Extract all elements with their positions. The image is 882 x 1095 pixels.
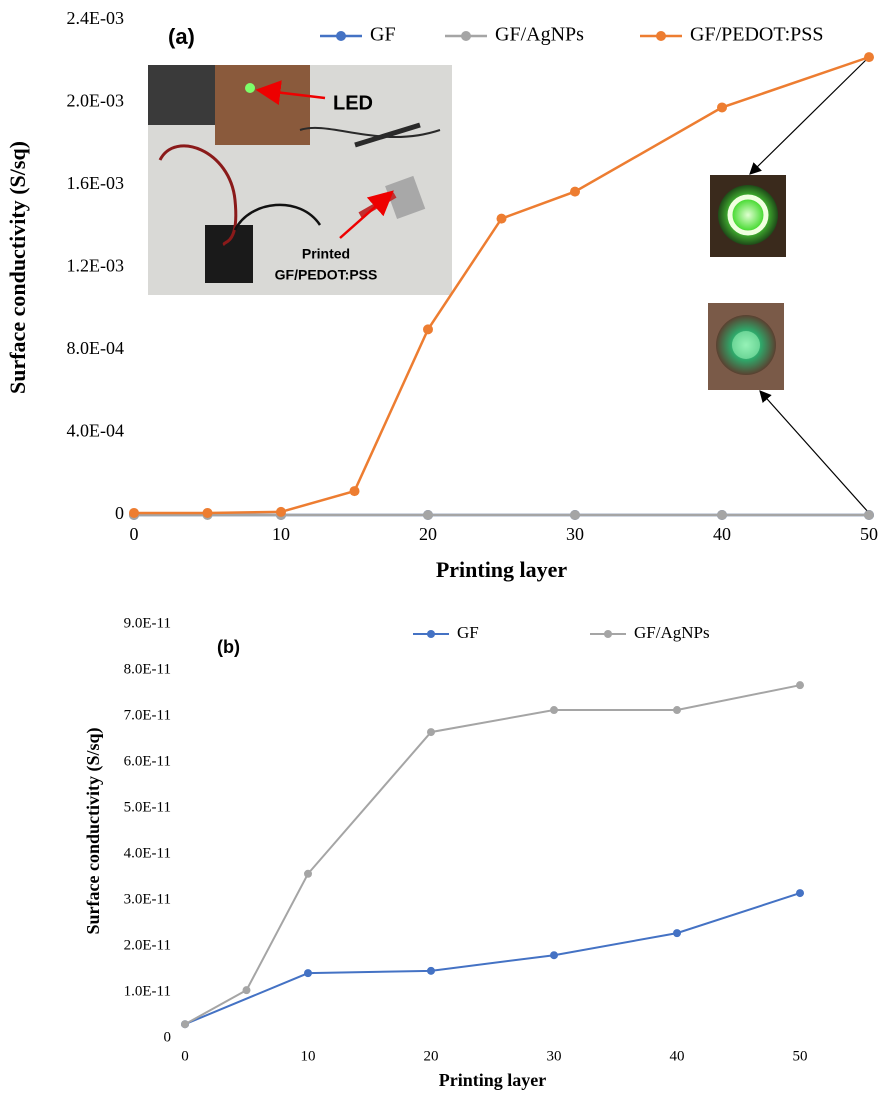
data-point <box>570 186 580 197</box>
series-line <box>184 684 801 1026</box>
x-tick-label: 30 <box>547 1048 562 1064</box>
y-tick-label: 8.0E-11 <box>124 661 171 677</box>
arrow <box>759 390 870 514</box>
data-point <box>427 966 435 975</box>
x-tick-label: 50 <box>793 1048 808 1064</box>
data-point <box>864 510 874 520</box>
data-point <box>717 102 727 113</box>
legend-label: GF/AgNPs <box>495 24 584 46</box>
x-tick-label: 0 <box>181 1048 189 1064</box>
legend-label: GF <box>457 623 479 642</box>
x-tick-label: 40 <box>670 1048 685 1064</box>
legend-label: GF/AgNPs <box>634 623 710 642</box>
data-point <box>570 510 580 520</box>
panel-label: (a) <box>168 24 195 49</box>
y-tick-label: 7.0E-11 <box>124 707 171 723</box>
data-point <box>276 506 286 517</box>
led-photo-on <box>710 175 786 257</box>
y-tick-label: 2.0E-03 <box>67 91 125 111</box>
data-point <box>202 507 213 518</box>
data-point <box>427 728 435 737</box>
x-tick-label: 10 <box>301 1048 316 1064</box>
inset-photo <box>148 65 452 295</box>
data-point <box>673 706 681 715</box>
legend-marker <box>461 31 471 41</box>
data-point <box>349 486 360 497</box>
data-point <box>796 681 804 690</box>
x-tick-label: 20 <box>424 1048 439 1064</box>
legend-marker <box>656 31 666 41</box>
legend-marker <box>336 31 346 41</box>
data-point <box>550 951 558 960</box>
x-tick-label: 0 <box>130 524 139 544</box>
x-tick-label: 10 <box>272 524 290 544</box>
led-photo-dim <box>708 303 784 390</box>
x-tick-label: 50 <box>860 524 878 544</box>
data-point <box>129 507 139 518</box>
data-point <box>181 1020 189 1029</box>
y-tick-label: 1.2E-03 <box>67 256 125 276</box>
data-point <box>423 510 433 520</box>
data-point <box>423 324 433 335</box>
y-tick-label: 5.0E-11 <box>124 799 171 815</box>
y-tick-label: 6.0E-11 <box>124 753 171 769</box>
data-point <box>496 213 507 224</box>
x-axis-title: Printing layer <box>439 1070 546 1090</box>
y-tick-label: 2.0E-11 <box>124 937 171 953</box>
y-tick-label: 9.0E-11 <box>124 615 171 631</box>
y-tick-label: 8.0E-04 <box>67 338 125 358</box>
y-tick-label: 4.0E-04 <box>67 421 125 441</box>
legend-marker <box>427 630 435 638</box>
annotation: GF/PEDOT:PSS <box>275 267 378 283</box>
data-point <box>673 929 681 938</box>
x-tick-label: 20 <box>419 524 437 544</box>
data-point <box>864 52 874 63</box>
y-axis-title: Surface conductivity (S/sq) <box>83 727 104 934</box>
y-tick-label: 0 <box>115 503 124 523</box>
y-tick-label: 2.4E-03 <box>67 8 125 28</box>
annotation: Printed <box>302 246 350 262</box>
y-tick-label: 1.6E-03 <box>67 173 125 193</box>
y-tick-label: 3.0E-11 <box>124 891 171 907</box>
legend-marker <box>604 630 612 638</box>
annotation: LED <box>333 92 373 114</box>
x-axis-title: Printing layer <box>436 557 568 582</box>
data-point <box>242 986 251 995</box>
y-tick-label: 0 <box>164 1029 172 1045</box>
arrow <box>749 56 870 175</box>
y-tick-label: 4.0E-11 <box>124 845 171 861</box>
data-point <box>550 706 558 715</box>
legend-label: GF/PEDOT:PSS <box>690 24 824 46</box>
data-point <box>717 510 727 520</box>
legend-label: GF <box>370 24 396 46</box>
y-axis-title: Surface conductivity (S/sq) <box>5 141 30 394</box>
x-tick-label: 30 <box>566 524 584 544</box>
series-line <box>184 892 801 1026</box>
data-point <box>796 889 804 898</box>
x-tick-label: 40 <box>713 524 731 544</box>
data-point <box>304 869 312 878</box>
y-tick-label: 1.0E-11 <box>124 983 171 999</box>
panel-label: (b) <box>217 637 240 657</box>
data-point <box>304 969 312 978</box>
